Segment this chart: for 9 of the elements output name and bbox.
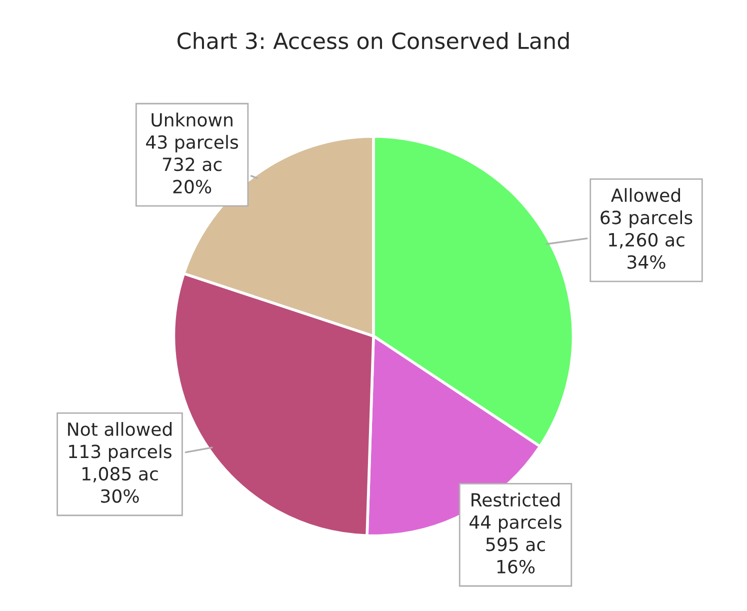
data-label: 113 parcels 1,085 ac 30% xyxy=(69,444,172,503)
data-label: 44 parcels 595 ac 16% xyxy=(470,514,562,574)
data-label: 63 parcels 1,260 ac 34% xyxy=(600,210,692,269)
slice-label: Unknown xyxy=(152,112,232,127)
slice-label: Allowed xyxy=(611,188,680,202)
data-label: 43 parcels 732 ac 20% xyxy=(146,134,238,194)
slice-label: Not allowed xyxy=(68,422,172,436)
chart-title: Chart 3: Access on Conserved Land xyxy=(178,32,569,50)
slice-label: Restricted xyxy=(472,492,560,507)
